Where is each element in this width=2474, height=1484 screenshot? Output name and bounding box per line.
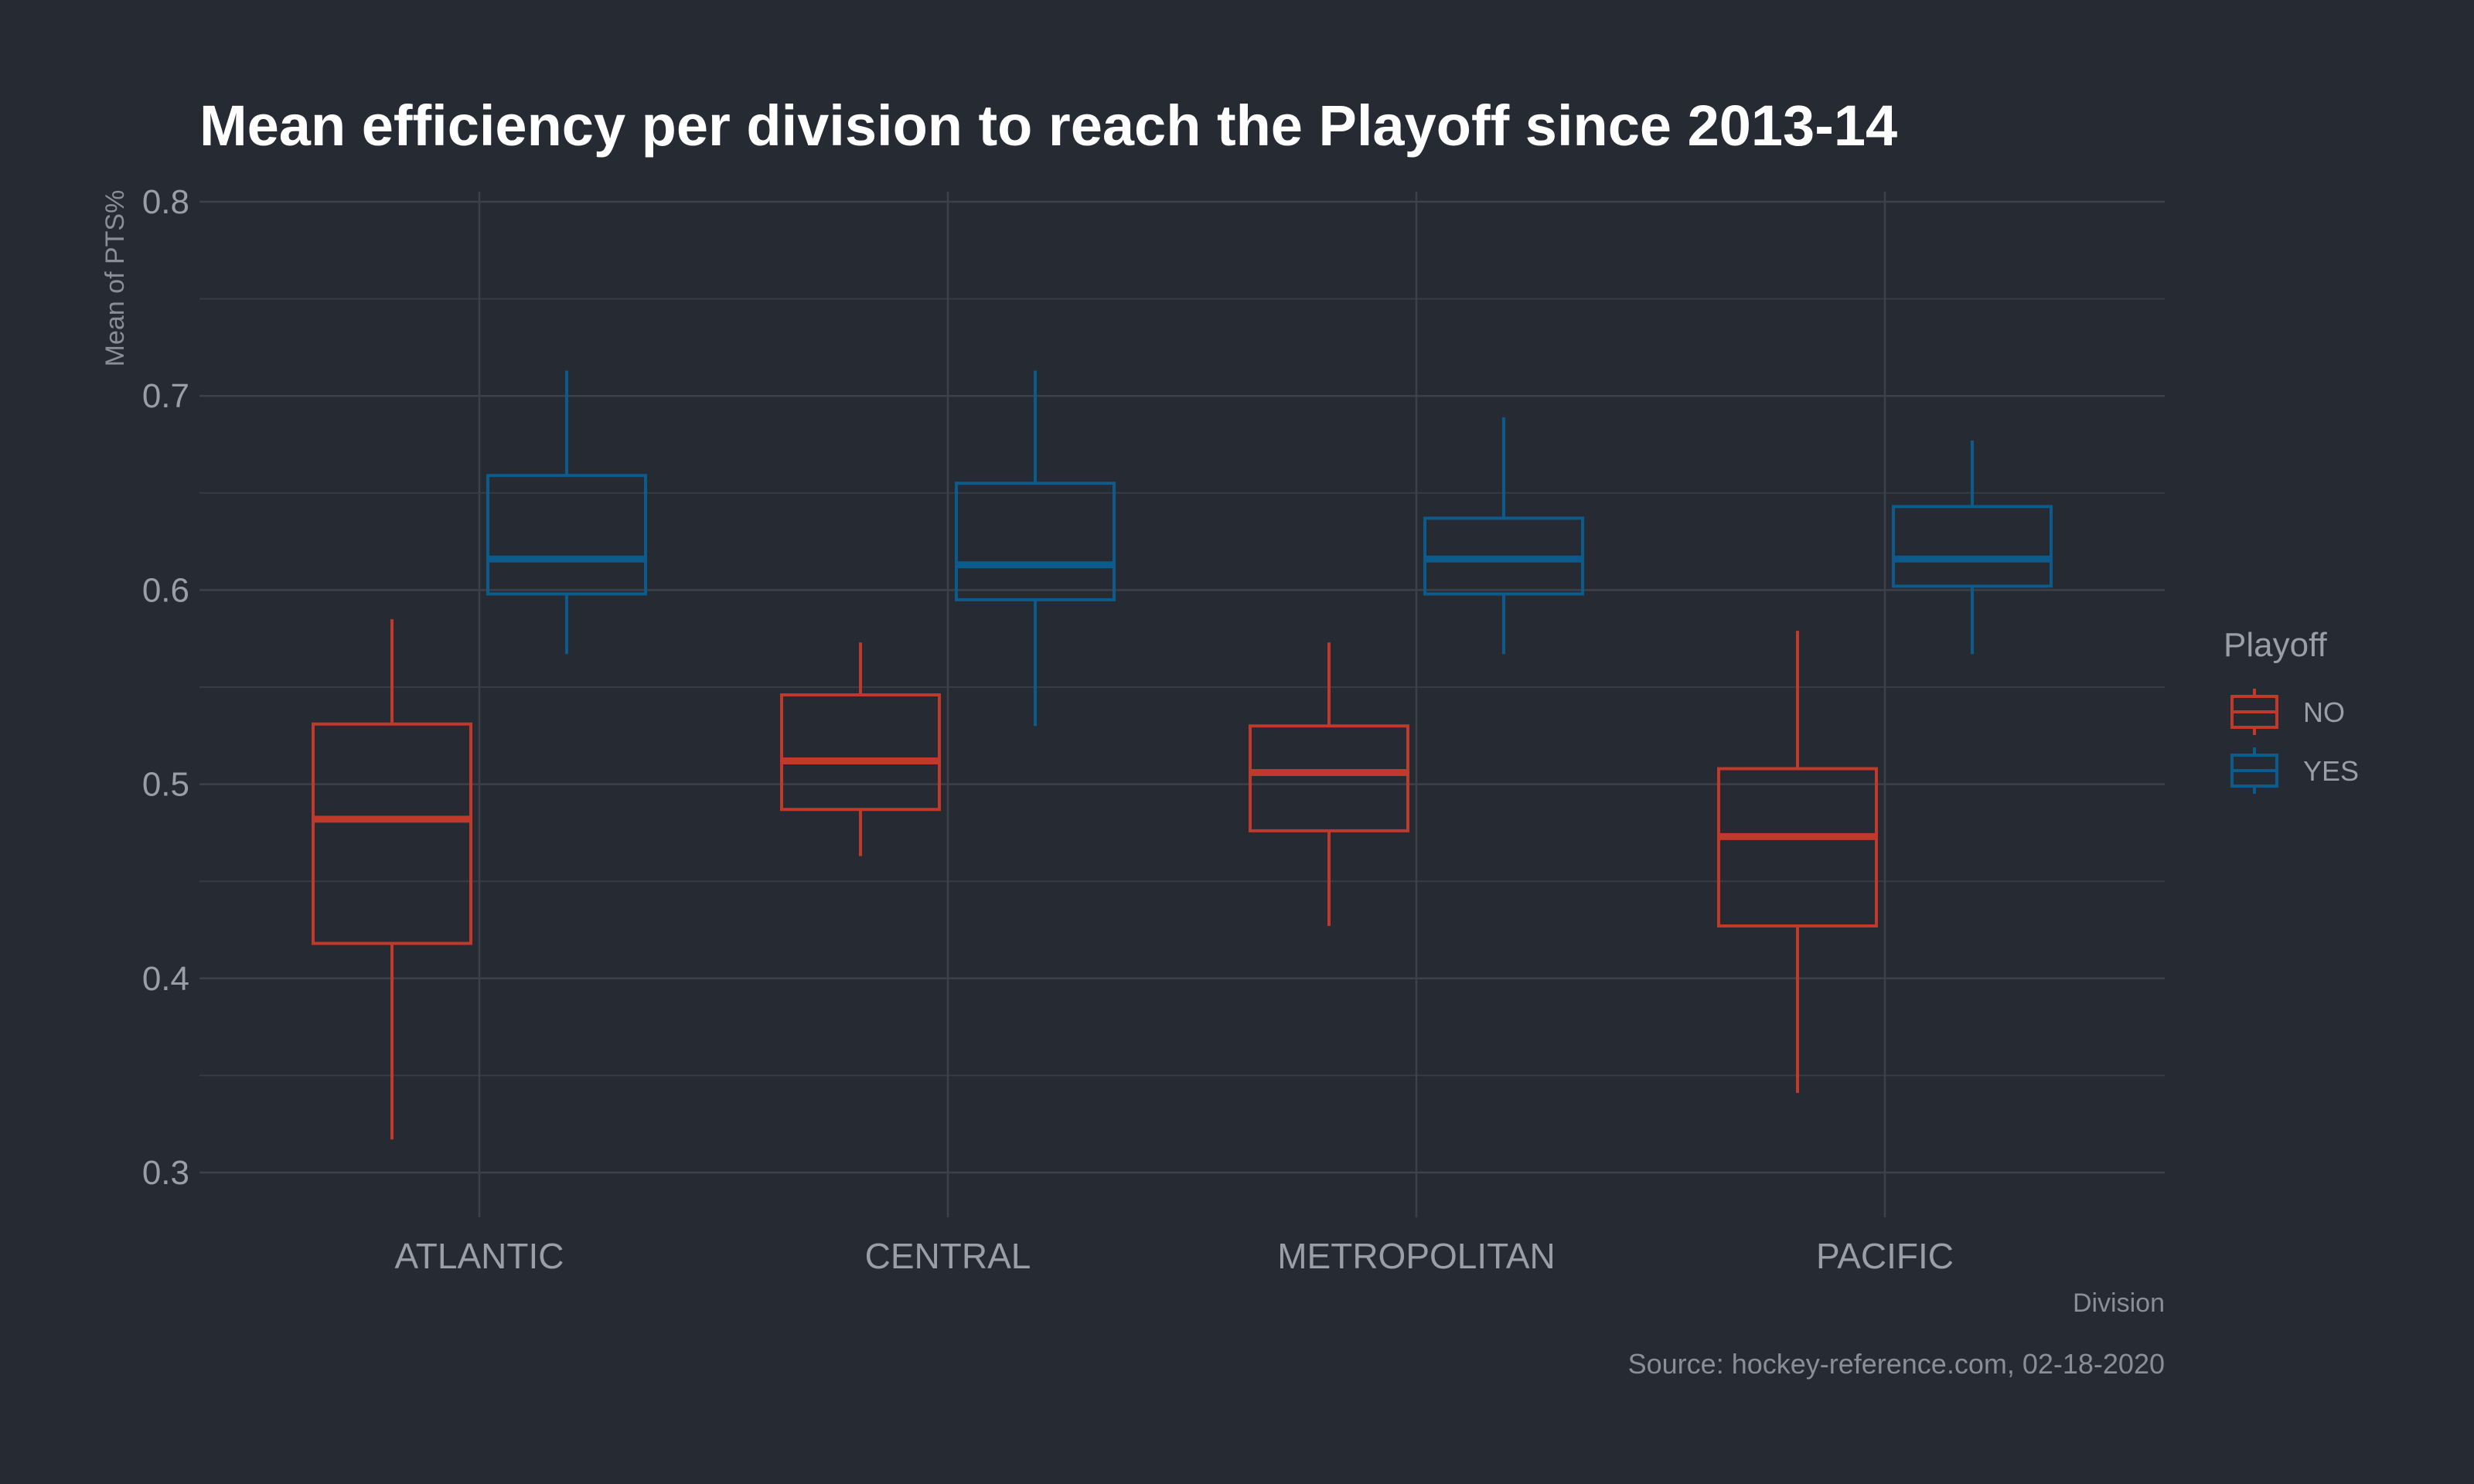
y-tick-label: 0.6 [142,571,189,609]
box-iqr [312,722,472,945]
x-axis-tick-labels: ATLANTIC CENTRAL METROPOLITAN PACIFIC [395,1236,1954,1276]
legend-item-yes: YES [2230,747,2359,794]
legend-title: Playoff [2224,626,2327,664]
y-tick-label: 0.4 [142,960,189,998]
box-yes-central [955,370,1116,727]
grid-lines [199,192,2165,1217]
box-series [312,370,2053,1140]
x-tick-label: PACIFIC [1816,1236,1954,1276]
box-no-pacific [1717,631,1878,1094]
legend-label: YES [2303,755,2359,787]
legend-item-no: NO [2230,689,2345,735]
box-yes-atlantic [486,370,647,655]
legend-label: NO [2303,696,2345,728]
legend: Playoff NO YES [2224,626,2359,794]
x-tick-label: ATLANTIC [395,1236,564,1276]
chart-title: Mean efficiency per division to reach th… [199,94,1897,158]
y-tick-label: 0.3 [142,1154,189,1192]
box-no-central [780,642,941,856]
y-tick-label: 0.8 [142,183,189,221]
box-no-metropolitan [1249,642,1409,926]
box-iqr [1249,724,1409,832]
y-tick-label: 0.7 [142,377,189,415]
box-yes-pacific [1892,440,2053,655]
box-iqr [486,474,647,596]
legend-items: NO YES [2230,689,2359,794]
box-iqr [780,693,941,812]
box-no-atlantic [312,619,472,1140]
box-yes-metropolitan [1423,417,1584,655]
x-axis-label: Division [2073,1288,2165,1318]
y-axis-label: Mean of PTS% [101,190,130,367]
box-iqr [955,482,1116,601]
source-caption: Source: hockey-reference.com, 02-18-2020 [1628,1348,2165,1380]
x-tick-label: METROPOLITAN [1277,1236,1556,1276]
x-tick-label: CENTRAL [865,1236,1031,1276]
y-axis-tick-labels: 0.3 0.4 0.5 0.6 0.7 0.8 [142,183,189,1192]
box-iqr [1892,505,2053,588]
y-tick-label: 0.5 [142,766,189,804]
box-iqr [1717,767,1878,928]
